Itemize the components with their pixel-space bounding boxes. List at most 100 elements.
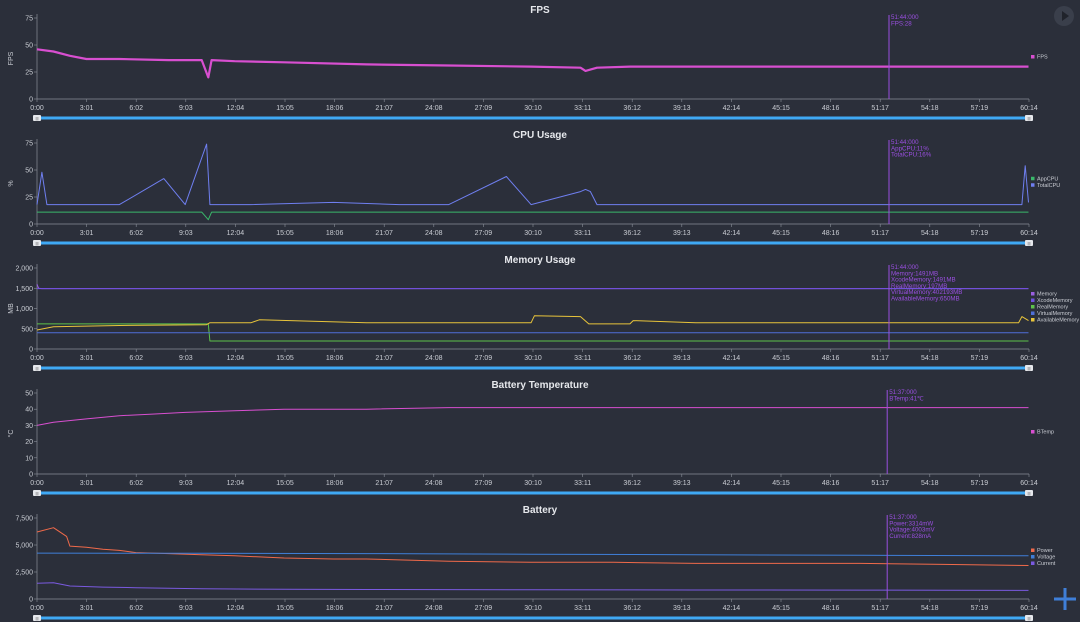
x-tick-label: 48:16: [822, 230, 840, 237]
x-tick-label: 39:13: [673, 605, 691, 612]
range-slider-end-handle[interactable]: [1025, 240, 1033, 246]
x-tick-label: 15:05: [276, 355, 294, 362]
add-chart-button[interactable]: [1052, 586, 1078, 612]
x-tick-label: 15:05: [276, 605, 294, 612]
x-tick-label: 3:01: [80, 105, 94, 112]
chart-panel-fps: FPS FPS 0 25 50 75 0:00 3:01 6:02 9:03 12:04 15:05 1…: [8, 5, 1048, 121]
slider-handle-grip: |||: [1027, 616, 1030, 621]
x-tick-label: 33:11: [574, 355, 591, 362]
x-tick-label: 51:17: [871, 480, 889, 487]
y-tick-label: 40: [25, 407, 33, 414]
x-tick-label: 36:12: [623, 605, 641, 612]
legend-swatch-virtualmemory: [1031, 311, 1035, 315]
range-slider-start-handle[interactable]: [33, 615, 41, 621]
x-tick-label: 24:08: [425, 230, 443, 237]
series-line-btemp: [36, 407, 1029, 426]
x-tick-label: 15:05: [276, 480, 294, 487]
x-tick-label: 51:17: [871, 355, 889, 362]
x-tick-label: 42:14: [723, 230, 741, 237]
range-slider-end-handle[interactable]: [1025, 615, 1033, 621]
x-tick-label: 48:16: [822, 480, 840, 487]
legend-label-btemp: BTemp: [1037, 430, 1054, 436]
x-tick-label: 39:13: [673, 230, 691, 237]
chart-title: Memory Usage: [504, 255, 576, 266]
y-tick-label: 1,500: [15, 286, 33, 293]
cursor-tooltip-line: 51:44:000: [891, 14, 919, 21]
y-tick-label: 0: [29, 347, 33, 354]
range-slider-track[interactable]: [37, 366, 1029, 370]
x-tick-label: 30:10: [524, 605, 542, 612]
slider-handle-grip: |||: [35, 241, 38, 246]
x-tick-label: 12:04: [227, 105, 245, 112]
x-tick-label: 54:18: [921, 480, 939, 487]
y-tick-label: 0: [29, 222, 33, 229]
y-tick-label: 25: [25, 70, 33, 77]
x-tick-label: 60:14: [1020, 230, 1038, 237]
x-tick-label: 54:18: [921, 605, 939, 612]
y-axis-label: MB: [8, 303, 15, 314]
x-tick-label: 54:18: [921, 230, 939, 237]
x-tick-label: 33:11: [574, 480, 591, 487]
y-tick-label: 50: [25, 43, 33, 50]
range-slider-track[interactable]: [37, 116, 1029, 120]
x-tick-label: 45:15: [772, 605, 790, 612]
cursor-tooltip-line: Voltage:4003mV: [889, 527, 935, 534]
x-tick-label: 21:07: [375, 230, 393, 237]
legend-swatch-power: [1031, 548, 1035, 552]
range-slider-end-handle[interactable]: [1025, 490, 1033, 496]
y-axis-label: FPS: [8, 51, 15, 65]
x-tick-label: 6:02: [129, 355, 143, 362]
y-tick-label: 30: [25, 423, 33, 430]
x-tick-label: 48:16: [822, 605, 840, 612]
x-tick-label: 42:14: [723, 605, 741, 612]
range-slider-track[interactable]: [37, 241, 1029, 245]
range-slider-track[interactable]: [37, 491, 1029, 495]
series-line-appcpu: [37, 211, 1029, 221]
slider-handle-grip: |||: [1027, 116, 1030, 121]
x-tick-label: 27:09: [475, 480, 493, 487]
x-tick-label: 45:15: [772, 355, 790, 362]
x-tick-label: 57:19: [971, 355, 989, 362]
x-tick-label: 60:14: [1020, 605, 1038, 612]
y-tick-label: 7,500: [15, 516, 33, 523]
legend-label-appcpu: AppCPU: [1037, 176, 1058, 182]
legend-swatch-current: [1031, 561, 1035, 565]
x-tick-label: 27:09: [475, 230, 493, 237]
x-tick-label: 36:12: [623, 480, 641, 487]
x-tick-label: 9:03: [179, 605, 193, 612]
range-slider-end-handle[interactable]: [1025, 365, 1033, 371]
y-tick-label: 50: [25, 391, 33, 398]
x-tick-label: 0:00: [30, 605, 44, 612]
range-slider-start-handle[interactable]: [33, 490, 41, 496]
slider-handle-grip: |||: [1027, 491, 1030, 496]
x-tick-label: 15:05: [276, 105, 294, 112]
x-tick-label: 3:01: [80, 355, 94, 362]
range-slider-end-handle[interactable]: [1025, 115, 1033, 121]
x-tick-label: 39:13: [673, 105, 691, 112]
series-line-voltage: [36, 552, 1029, 557]
cursor-tooltip-line: Memory:1491MB: [891, 270, 938, 277]
range-slider-start-handle[interactable]: [33, 365, 41, 371]
x-tick-label: 60:14: [1020, 355, 1038, 362]
x-tick-label: 33:11: [574, 105, 591, 112]
range-slider-track[interactable]: [37, 616, 1029, 620]
cursor-tooltip-line: 51:37:000: [889, 389, 917, 396]
plus-icon: [1054, 588, 1076, 610]
x-tick-label: 24:08: [425, 105, 443, 112]
range-slider-start-handle[interactable]: [33, 240, 41, 246]
range-slider-start-handle[interactable]: [33, 115, 41, 121]
x-tick-label: 57:19: [971, 605, 989, 612]
play-button[interactable]: [1054, 6, 1074, 26]
x-tick-label: 54:18: [921, 355, 939, 362]
x-tick-label: 30:10: [524, 480, 542, 487]
x-tick-label: 27:09: [475, 105, 493, 112]
x-tick-label: 0:00: [30, 480, 44, 487]
x-tick-label: 6:02: [129, 230, 143, 237]
legend-label-totalcpu: TotalCPU: [1037, 183, 1060, 189]
cursor-tooltip-line: Current:828mA: [889, 533, 932, 540]
x-tick-label: 18:06: [326, 355, 344, 362]
cursor-tooltip-line: FPS:28: [891, 20, 912, 27]
x-tick-label: 36:12: [623, 230, 641, 237]
x-tick-label: 9:03: [179, 355, 193, 362]
